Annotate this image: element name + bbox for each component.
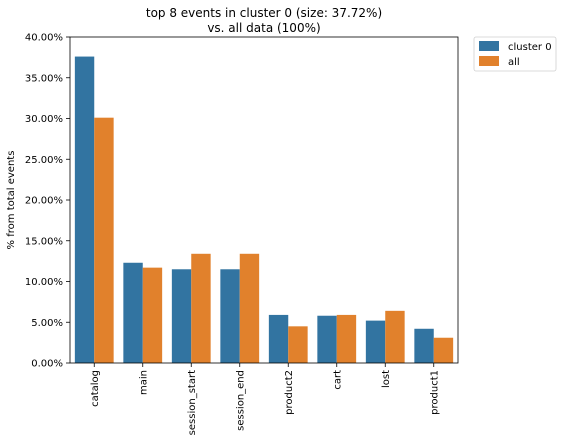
bar-all-cart — [336, 314, 357, 363]
y-tick-label: 10.00% — [25, 277, 63, 288]
bar-all-session_start — [191, 253, 211, 363]
bar-cluster-0-catalog — [74, 56, 95, 364]
plot-frame — [69, 36, 459, 364]
y-tick-label: 0.00% — [31, 359, 63, 370]
y-tick-label: 15.00% — [25, 236, 63, 247]
y-axis-label: % from total events — [6, 151, 17, 250]
legend-swatch — [479, 56, 499, 66]
x-tick-label: session_end — [235, 370, 246, 431]
bar-cluster-0-main — [123, 262, 143, 363]
chart-title: top 8 events in cluster 0 (size: 37.72%) — [146, 6, 382, 20]
y-tick-label: 40.00% — [25, 33, 63, 44]
bar-all-lost — [385, 310, 405, 363]
bar-cluster-0-session_start — [171, 269, 192, 363]
bar-all-catalog — [94, 117, 114, 363]
bar-cluster-0-session_end — [220, 269, 240, 363]
x-tick-label: product1 — [429, 370, 440, 415]
y-tick-label: 20.00% — [25, 196, 63, 207]
x-tick-label: product2 — [284, 370, 295, 415]
chart-subtitle: vs. all data (100%) — [207, 21, 320, 35]
y-axis-ticks: 0.00% 5.00% 10.00% 15.00% 20.00% 25.00% 30.00%… — [25, 33, 70, 370]
legend: cluster 0 all — [473, 36, 557, 72]
y-tick-label: 5.00% — [31, 318, 63, 329]
bar-all-session_end — [239, 253, 260, 363]
y-tick-label: 25.00% — [25, 155, 63, 166]
y-tick-label: 30.00% — [25, 114, 63, 125]
bar-cluster-0-lost — [365, 320, 386, 363]
bar-all-main — [142, 267, 163, 363]
x-tick-label: cart — [332, 370, 343, 390]
bars — [74, 56, 454, 364]
x-tick-label: main — [138, 370, 149, 395]
bar-cluster-0-product2 — [268, 314, 289, 363]
x-tick-label: catalog — [90, 370, 101, 407]
x-tick-label: lost — [381, 370, 392, 388]
x-tick-label: session_start — [187, 370, 198, 435]
bar-all-product2 — [288, 326, 308, 363]
bar-all-product1 — [433, 337, 454, 363]
y-tick-label: 35.00% — [25, 73, 63, 84]
bar-cluster-0-product1 — [414, 328, 434, 363]
legend-swatch — [479, 41, 499, 51]
legend-label: cluster 0 — [508, 42, 552, 53]
legend-label: all — [508, 57, 520, 68]
bar-cluster-0-cart — [317, 315, 337, 363]
x-axis-ticks: catalog main session_start session_end produ… — [90, 363, 440, 435]
